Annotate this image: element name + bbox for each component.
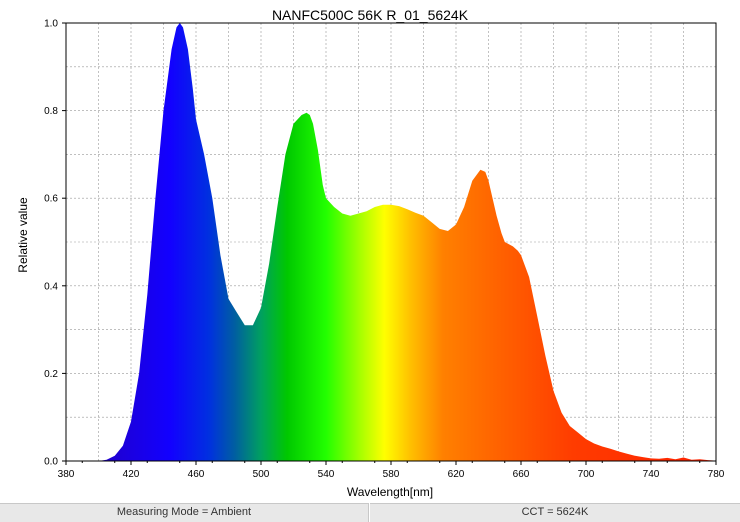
x-tick-label: 620: [448, 469, 465, 480]
y-axis: 0.0 0.2 0.4 0.6 0.8 1.0: [44, 19, 66, 468]
x-tick-label: 500: [253, 469, 270, 480]
x-tick-label: 660: [513, 469, 530, 480]
x-tick-label: 420: [123, 469, 140, 480]
x-tick-label: 540: [318, 469, 335, 480]
x-axis: 380 420 460 500 540 580 620 660 700 740 780: [58, 461, 725, 480]
chart-title: NANFC500C 56K R_01_5624K: [271, 7, 469, 23]
x-tick-label: 380: [58, 469, 75, 480]
x-axis-label: Wavelength[nm]: [346, 485, 434, 499]
y-tick-label: 0.2: [44, 369, 58, 380]
y-tick-label: 0.6: [44, 194, 58, 205]
y-tick-label: 0.0: [44, 457, 58, 468]
cct-status: CCT = 5624K: [370, 503, 740, 522]
y-tick-label: 0.8: [44, 106, 58, 117]
x-tick-label: 460: [188, 469, 205, 480]
y-axis-label: Relative value: [16, 197, 30, 273]
spectrum-area: [66, 23, 716, 461]
y-tick-label: 0.4: [44, 281, 58, 292]
measuring-mode-status: Measuring Mode = Ambient: [0, 503, 369, 522]
x-tick-label: 580: [383, 469, 400, 480]
x-tick-label: 780: [708, 469, 725, 480]
x-tick-label: 740: [643, 469, 660, 480]
y-tick-label: 1.0: [44, 19, 58, 30]
x-tick-label: 700: [578, 469, 595, 480]
